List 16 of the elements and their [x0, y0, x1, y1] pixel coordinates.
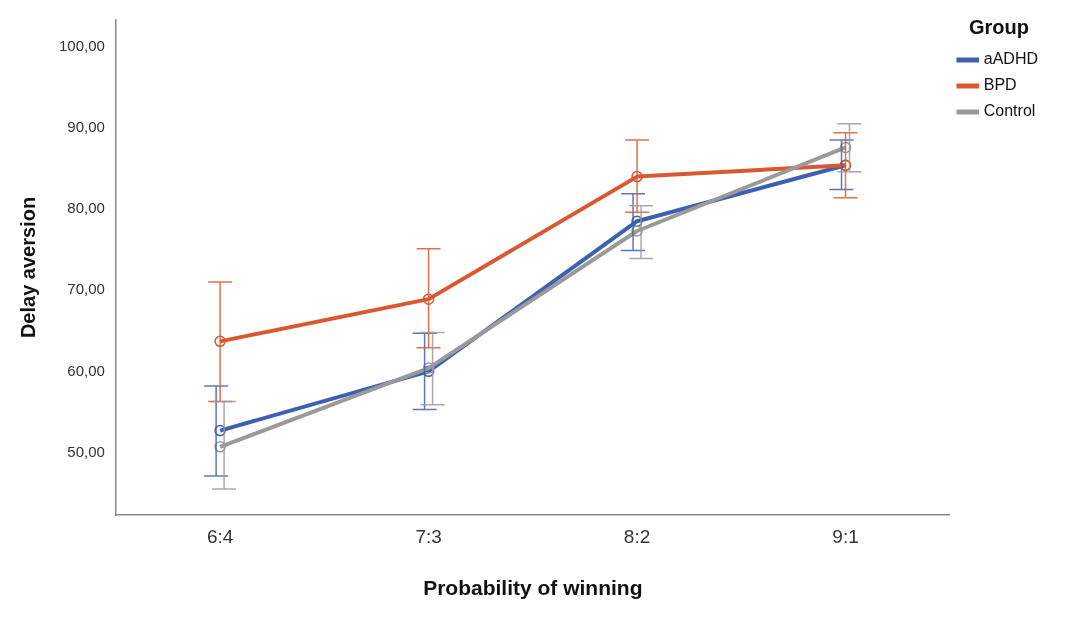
legend-label: BPD — [983, 76, 1017, 94]
y-tick-label: 100,00 — [58, 36, 105, 54]
y-tick-label: 80,00 — [67, 199, 105, 217]
x-tick-label: 9:1 — [832, 525, 859, 547]
y-tick-label: 70,00 — [67, 280, 105, 298]
y-tick-label: 90,00 — [67, 118, 105, 136]
y-tick-label: 60,00 — [67, 361, 105, 379]
y-axis-title: Delay aversion — [16, 196, 39, 339]
x-axis-title: Probability of winning — [423, 576, 643, 600]
x-tick-label: 8:2 — [623, 525, 651, 547]
x-tick-label: 7:3 — [415, 525, 442, 547]
y-tick-label: 50,00 — [67, 442, 105, 460]
legend-title: Group — [968, 15, 1029, 38]
legend-label: Control — [983, 102, 1036, 120]
x-tick-label: 6:4 — [206, 525, 234, 547]
legend-label: aADHD — [983, 50, 1038, 68]
